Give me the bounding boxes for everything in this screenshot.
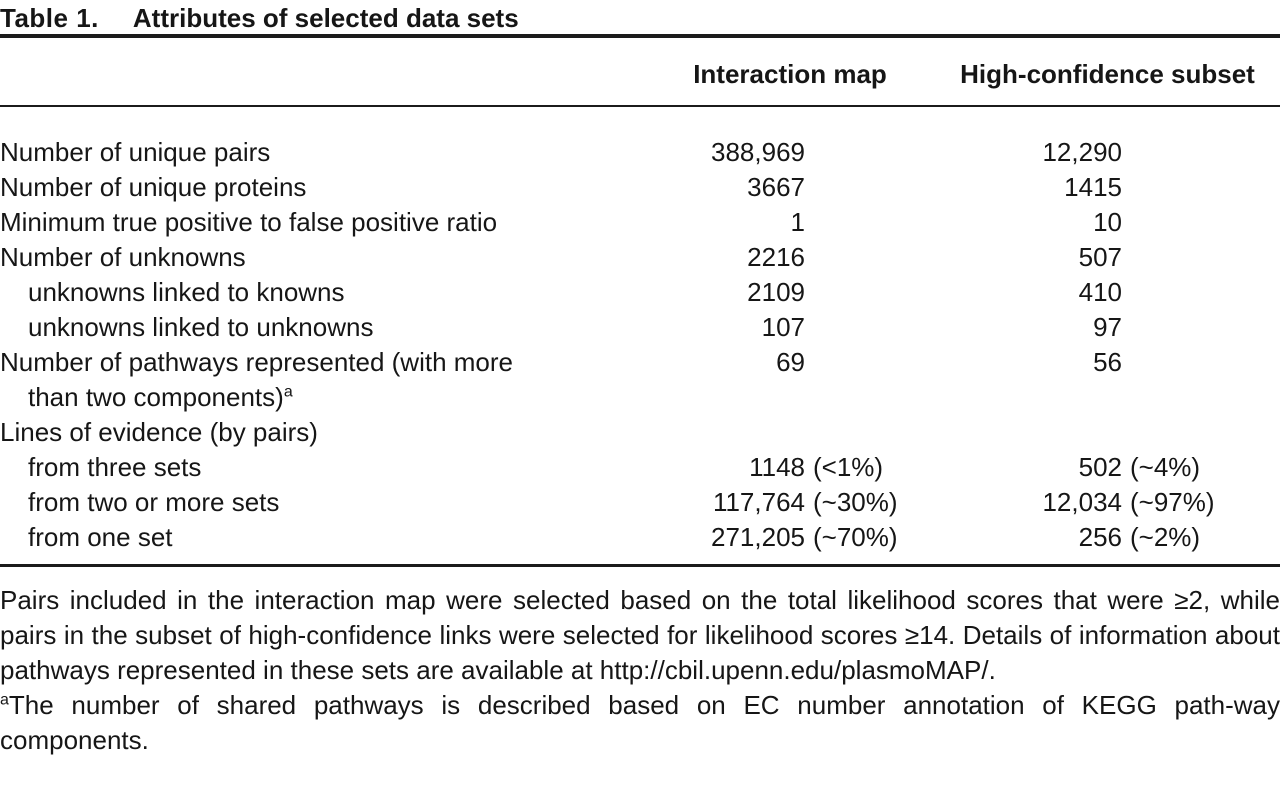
value-high-confidence-subset: 256 — [1078, 522, 1122, 552]
value-suffix-interaction-map: (<1%) — [813, 452, 884, 482]
table-row-from-one-set: from one set 271,205 (~70%) 256 (~2%) — [0, 520, 1280, 555]
table-row-unique-proteins: Number of unique proteins 3667 1415 — [0, 170, 1280, 205]
table-row-unknowns-linked-unknowns: unknowns linked to unknowns 107 97 — [0, 310, 1280, 345]
value-high-confidence-subset: 12,034 — [1042, 487, 1122, 517]
value-interaction-map: 69 — [776, 347, 805, 377]
row-label: Minimum true positive to false positive … — [0, 207, 498, 237]
value-suffix-high-confidence-subset: (~4%) — [1130, 452, 1201, 482]
table-row-from-three-sets: from three sets 1148 (<1%) 502 (~4%) — [0, 450, 1280, 485]
value-high-confidence-subset: 10 — [1093, 207, 1122, 237]
value-interaction-map: 2216 — [747, 242, 805, 272]
value-high-confidence-subset: 1415 — [1064, 172, 1122, 202]
value-high-confidence-subset: 507 — [1078, 242, 1122, 272]
top-rule — [0, 34, 1280, 38]
footnote-ref-a: a — [283, 383, 293, 401]
row-label: Number of unknowns — [0, 242, 246, 272]
table-body: Number of unique pairs 388,969 12,290 Nu… — [0, 107, 1280, 564]
value-interaction-map: 1 — [790, 207, 805, 237]
value-suffix-interaction-map: (~70%) — [813, 522, 898, 552]
row-label: unknowns linked to knowns — [28, 277, 345, 307]
value-high-confidence-subset: 12,290 — [1042, 137, 1122, 167]
bottom-rule — [0, 564, 1280, 567]
table-row-unknowns: Number of unknowns 2216 507 — [0, 240, 1280, 275]
note-selection-criteria: Pairs included in the interaction map we… — [0, 583, 1280, 688]
value-suffix-interaction-map: (~30%) — [813, 487, 898, 517]
table-header-row: Interaction map High-confidence subset — [0, 38, 1280, 105]
value-interaction-map: 2109 — [747, 277, 805, 307]
value-interaction-map: 1148 — [749, 452, 805, 482]
footnote-a: aThe number of shared pathways is descri… — [0, 688, 1280, 758]
footnote-text: The number of shared pathways is describ… — [0, 690, 1280, 755]
row-label: from two or more sets — [28, 487, 280, 517]
row-label: Number of unique proteins — [0, 172, 307, 202]
row-label: Number of pathways represented (with mor… — [0, 345, 645, 415]
row-label: from one set — [28, 522, 173, 552]
table-row-lines-of-evidence: Lines of evidence (by pairs) — [0, 415, 1280, 450]
table-row-unique-pairs: Number of unique pairs 388,969 12,290 — [0, 135, 1280, 170]
column-header-interaction-map: Interaction map — [693, 59, 887, 89]
table-caption: Table 1. Attributes of selected data sets — [0, 2, 1280, 34]
table-figure: Table 1. Attributes of selected data sets… — [0, 2, 1280, 758]
value-high-confidence-subset: 502 — [1078, 452, 1122, 482]
row-label-line2-text: than two components) — [28, 382, 284, 412]
row-label: Number of unique pairs — [0, 137, 271, 167]
table-number: Table 1. — [0, 3, 99, 33]
table-caption-text: Attributes of selected data sets — [132, 3, 519, 33]
note-text: Pairs included in the interaction map we… — [0, 585, 1280, 685]
value-interaction-map: 3667 — [747, 172, 805, 202]
footnote-marker-a: a — [0, 691, 9, 709]
table-row-from-two-or-more-sets: from two or more sets 117,764 (~30%) 12,0… — [0, 485, 1280, 520]
row-label-line1: Number of pathways represented (with mor… — [0, 347, 514, 377]
table-row-tp-fp-ratio: Minimum true positive to false positive … — [0, 205, 1280, 240]
row-label: Lines of evidence (by pairs) — [0, 417, 318, 447]
row-label: unknowns linked to unknowns — [28, 312, 374, 342]
value-interaction-map: 388,969 — [711, 137, 805, 167]
value-interaction-map: 107 — [761, 312, 805, 342]
value-interaction-map: 117,764 — [712, 487, 805, 517]
value-high-confidence-subset: 56 — [1093, 347, 1122, 377]
column-header-high-confidence-subset: High-confidence subset — [960, 59, 1255, 89]
value-interaction-map: 271,205 — [711, 522, 805, 552]
table-notes: Pairs included in the interaction map we… — [0, 567, 1280, 758]
table-row-unknowns-linked-knowns: unknowns linked to knowns 2109 410 — [0, 275, 1280, 310]
table-row-pathways-represented: Number of pathways represented (with mor… — [0, 345, 1280, 415]
row-label-line2: than two components)a — [0, 380, 645, 415]
header-rule — [0, 105, 1280, 107]
value-high-confidence-subset: 410 — [1078, 277, 1122, 307]
value-suffix-high-confidence-subset: (~2%) — [1130, 522, 1201, 552]
value-suffix-high-confidence-subset: (~97%) — [1130, 487, 1215, 517]
value-high-confidence-subset: 97 — [1093, 312, 1122, 342]
row-label: from three sets — [28, 452, 202, 482]
